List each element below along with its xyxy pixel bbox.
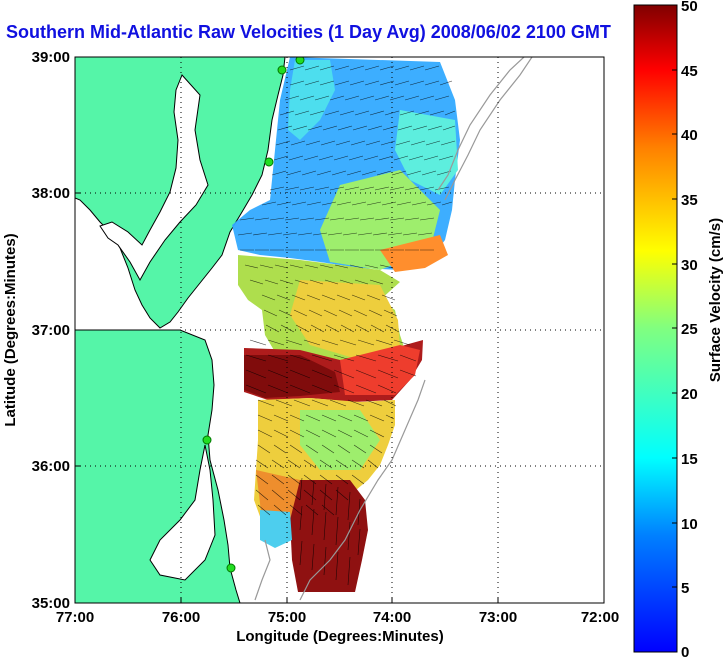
- bathymetry-contours: [254, 57, 533, 601]
- coverage-jet-core: [244, 355, 340, 398]
- sound-water: [149, 444, 216, 581]
- x-axis-label: Longitude (Degrees:Minutes): [236, 628, 444, 645]
- colorbar-tick: 30: [681, 257, 698, 274]
- colorbar-tick: 10: [681, 516, 698, 533]
- y-tick-label: 36:00: [32, 458, 70, 475]
- colorbar-tick: 15: [681, 451, 698, 468]
- graticule: [75, 57, 604, 603]
- radar-station-icon: [264, 157, 274, 167]
- y-tick-label: 39:00: [32, 49, 70, 66]
- radar-stations: [202, 57, 305, 573]
- colorbar-label: Surface Velocity (cm/s): [707, 218, 724, 382]
- colorbar-tick: 50: [681, 0, 698, 15]
- colorbar-tick: 45: [681, 63, 698, 80]
- colorbar: 50 45 40 35 30 25 20 15 10 5 0 Surface V…: [633, 0, 724, 659]
- y-axis-ticks: 39:00 38:00 37:00 36:00 35:00: [32, 49, 70, 612]
- coverage-south-cyan: [260, 510, 292, 548]
- map-title: Southern Mid-Atlantic Raw Velocities (1 …: [6, 22, 611, 42]
- x-tick-label: 73:00: [479, 609, 517, 626]
- colorbar-tick: 5: [681, 580, 689, 597]
- coverage-hatteras: [290, 480, 368, 592]
- x-axis-ticks: 77:00 76:00 75:00 74:00 73:00 72:00: [56, 609, 619, 626]
- radar-station-icon: [277, 65, 287, 75]
- colorbar-tick: 0: [681, 644, 689, 659]
- y-axis-label: Latitude (Degrees:Minutes): [2, 233, 19, 426]
- x-tick-label: 76:00: [162, 609, 200, 626]
- coverage-north-cyan: [288, 60, 335, 140]
- y-tick-label: 37:00: [32, 322, 70, 339]
- radar-station-icon: [295, 57, 305, 65]
- y-tick-label: 38:00: [32, 185, 70, 202]
- coverage-south-green: [300, 410, 380, 470]
- coverage-orange-east: [380, 235, 448, 272]
- colorbar-tick: 40: [681, 127, 698, 144]
- colorbar-gradient: [633, 4, 678, 653]
- colorbar-tick: 35: [681, 192, 698, 209]
- x-tick-label: 75:00: [268, 609, 306, 626]
- plot-area: [75, 57, 604, 603]
- velocity-vectors: [237, 65, 456, 586]
- bay-water: [99, 74, 209, 282]
- colorbar-tick: 20: [681, 386, 698, 403]
- coverage-jet-red: [340, 345, 420, 395]
- coverage-mid-yellow: [290, 280, 400, 360]
- x-tick-label: 77:00: [56, 609, 94, 626]
- x-tick-label: 72:00: [581, 609, 619, 626]
- colorbar-tick: 25: [681, 321, 698, 338]
- radar-station-icon: [202, 435, 212, 445]
- x-tick-label: 74:00: [373, 609, 411, 626]
- y-tick-label: 35:00: [32, 595, 70, 612]
- radar-station-icon: [226, 563, 236, 573]
